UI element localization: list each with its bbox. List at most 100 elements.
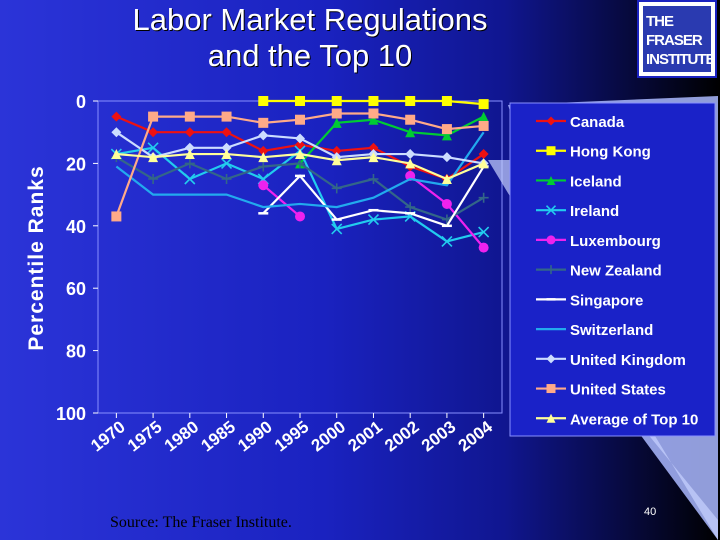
y-tick-label: 20: [66, 154, 86, 174]
data-point: [368, 142, 379, 153]
data-point: [258, 161, 269, 172]
data-point: [221, 149, 232, 160]
data-point: [368, 108, 379, 119]
data-point: [295, 158, 305, 169]
data-point: [258, 130, 269, 141]
legend-marker: [546, 265, 556, 275]
data-point: [221, 127, 232, 138]
title-line-2: and the Top 10: [207, 38, 413, 73]
x-tick-label: 2002: [381, 417, 423, 455]
logo-line-2: INSTITUTE: [646, 51, 716, 68]
data-point: [148, 127, 159, 138]
series-line: [299, 115, 485, 165]
data-point: [295, 133, 305, 144]
legend-label: Singapore: [570, 292, 643, 309]
x-tick-label: 1995: [271, 417, 313, 455]
fraser-institute-logo: THE FRASER INSTITUTE: [637, 0, 717, 78]
legend-marker: [546, 175, 556, 185]
data-point: [221, 142, 232, 153]
data-point: [295, 149, 305, 160]
data-point: [184, 111, 195, 122]
data-point: [331, 183, 342, 194]
legend-label: Luxembourg: [570, 233, 661, 250]
series-average-of-top-10: [111, 149, 489, 184]
data-point: [441, 124, 452, 135]
series-iceland: [295, 111, 489, 169]
legend-item: United States: [536, 382, 666, 399]
series-luxembourg: [258, 170, 489, 253]
data-point: [368, 96, 379, 106]
data-point: [184, 142, 195, 153]
data-point: [368, 174, 379, 184]
legend-label: New Zealand: [570, 263, 662, 280]
data-point: [147, 142, 159, 154]
legend-marker: [546, 116, 556, 126]
data-point: [441, 174, 452, 184]
series-hong-kong: [258, 96, 489, 110]
data-point: [478, 242, 489, 253]
data-point: [478, 120, 489, 131]
data-point: [441, 152, 452, 163]
data-point: [331, 223, 343, 235]
data-point: [478, 192, 489, 203]
data-point: [258, 180, 269, 191]
x-tick-label: 1970: [87, 417, 129, 455]
data-point: [148, 152, 159, 163]
series-united-states: [111, 108, 489, 222]
data-point: [331, 155, 342, 166]
title-line-1: Labor Market Regulations: [132, 2, 488, 37]
data-point: [184, 149, 195, 160]
data-point: [221, 111, 232, 122]
data-point: [331, 108, 342, 119]
data-point: [295, 114, 305, 125]
legend-label: United Kingdom: [570, 352, 686, 369]
data-point: [258, 152, 269, 163]
data-point: [184, 127, 195, 138]
x-tick-label: 2004: [455, 417, 497, 456]
legend-label: Hong Kong: [570, 144, 651, 161]
data-point: [295, 96, 305, 106]
y-tick-label: 80: [66, 342, 86, 362]
data-point: [441, 198, 452, 209]
series-switzerland: [115, 131, 485, 209]
y-tick-label: 0: [76, 92, 86, 112]
legend: Canada Hong Kong Iceland Ireland Luxembourg N…: [509, 102, 716, 437]
data-point: [111, 211, 122, 222]
series-singapore: [258, 165, 489, 228]
series-canada: [111, 111, 489, 184]
legend-marker: [545, 205, 557, 216]
data-point: [331, 96, 342, 106]
legend-item: Singapore: [536, 292, 643, 309]
legend-marker: [546, 413, 556, 423]
y-axis-label: Percentile Ranks: [25, 165, 48, 350]
legend-item: Hong Kong: [536, 144, 651, 161]
legend-item: Iceland: [536, 173, 622, 190]
legend-marker: [546, 354, 556, 364]
x-tick-label: 1975: [124, 417, 166, 455]
data-point: [148, 111, 159, 122]
legend-marker: [546, 384, 556, 394]
slide-title: Labor Market Regulations and the Top 10: [60, 2, 560, 74]
y-tick-label: 60: [66, 279, 86, 299]
data-point: [478, 158, 489, 169]
legend-marker: [546, 146, 556, 156]
data-point: [478, 111, 489, 122]
data-point: [478, 99, 489, 110]
legend-label: United States: [570, 382, 666, 399]
x-tick-label: 1980: [161, 417, 203, 455]
legend-label: Switzerland: [570, 322, 653, 339]
data-point: [368, 152, 379, 163]
data-point: [295, 139, 305, 150]
data-point: [478, 226, 490, 238]
series-line: [115, 131, 485, 209]
data-point: [441, 130, 452, 141]
data-point: [441, 96, 452, 106]
data-point: [111, 149, 122, 160]
legend-item: United Kingdom: [536, 352, 686, 369]
data-point: [258, 145, 269, 156]
data-point: [367, 213, 380, 226]
data-point: [184, 158, 195, 169]
source-note: Source: The Fraser Institute.: [110, 514, 292, 531]
legend-item: New Zealand: [536, 263, 662, 280]
